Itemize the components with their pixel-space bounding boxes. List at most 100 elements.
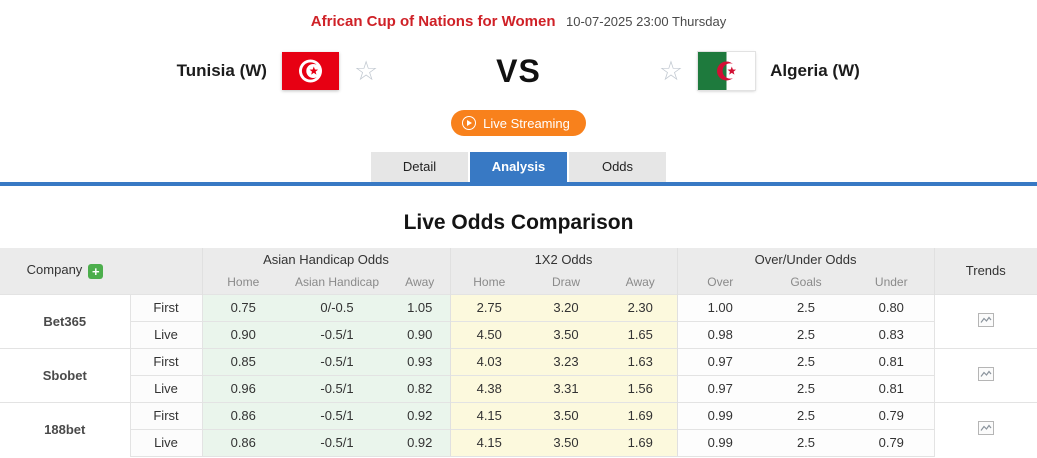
tunisia-flag-icon <box>281 52 339 90</box>
add-company-button[interactable]: + <box>88 264 104 280</box>
ah-odds-value: 0.82 <box>390 374 450 402</box>
trend-chart-icon[interactable] <box>977 420 994 435</box>
row-type-label: First <box>129 293 203 321</box>
ou-odds-value: 0.97 <box>676 347 763 375</box>
x12-home-header: Home <box>449 270 528 294</box>
league-name: African Cup of Nations for Women <box>310 13 556 30</box>
odds-row: 188bet First 0.86 -0.5/1 0.92 4.15 3.50 1.69 0.9… <box>0 401 1037 456</box>
ou-odds-value: 2.5 <box>763 428 849 457</box>
tab-odds[interactable]: Odds <box>569 152 666 182</box>
trends-column-header: Trends <box>933 248 1037 294</box>
x12-odds-value: 1.69 <box>604 428 677 457</box>
company-header-label: Company <box>26 262 83 278</box>
match-datetime: 10-07-2025 23:00 Thursday <box>565 14 727 29</box>
live-streaming-label: Live Streaming <box>483 115 570 131</box>
x12-odds-value: 4.03 <box>449 347 528 375</box>
home-team-name: Tunisia (W) <box>176 61 267 80</box>
ou-odds-value: 2.5 <box>763 293 849 321</box>
tab-underline-bar <box>0 182 1037 186</box>
row-type-label: First <box>129 347 203 375</box>
odds-row: Live 0.96 -0.5/1 0.82 4.38 3.31 1.56 0.97 2.5 0.8… <box>0 374 1037 402</box>
ou-goals-header: Goals <box>763 270 849 294</box>
x12-group-header: 1X2 Odds <box>449 248 677 270</box>
x12-odds-value: 3.23 <box>528 347 604 375</box>
section-title: Live Odds Comparison <box>403 211 634 234</box>
row-type-column-header <box>130 248 202 294</box>
odds-row: Live 0.86 -0.5/1 0.92 4.15 3.50 1.69 0.99 2.5 0.7… <box>0 428 1037 457</box>
ah-home-header: Home <box>201 270 284 294</box>
algeria-flag-icon <box>697 51 757 91</box>
home-team-block: Tunisia (W) ☆ <box>0 52 496 90</box>
ou-odds-value: 0.83 <box>849 320 935 348</box>
asian-handicap-group-header: Asian Handicap Odds <box>201 248 450 270</box>
x12-odds-value: 4.50 <box>449 320 528 348</box>
ah-odds-value: 0.86 <box>201 401 284 429</box>
live-streaming-row: Live Streaming <box>0 110 1037 136</box>
x12-odds-value: 3.50 <box>528 401 604 429</box>
x12-odds-value: 3.31 <box>528 374 604 402</box>
company-column-header: Company + <box>0 248 130 294</box>
x12-odds-value: 4.15 <box>449 428 528 457</box>
ou-odds-value: 2.5 <box>763 347 849 375</box>
ah-odds-value: -0.5/1 <box>284 320 390 348</box>
trend-chart-icon[interactable] <box>977 312 994 327</box>
ou-odds-value: 0.79 <box>849 401 935 429</box>
ah-odds-value: -0.5/1 <box>284 347 390 375</box>
x12-odds-value: 3.20 <box>528 293 604 321</box>
company-name: 188bet <box>0 401 130 456</box>
live-streaming-button[interactable]: Live Streaming <box>451 110 586 136</box>
ah-odds-value: 0.86 <box>201 428 284 457</box>
company-name: Bet365 <box>0 293 130 348</box>
match-header-line: African Cup of Nations for Women 10-07-2… <box>0 0 1037 31</box>
odds-row: Live 0.90 -0.5/1 0.90 4.50 3.50 1.65 0.98 2.5 0.8… <box>0 320 1037 348</box>
row-type-label: First <box>129 401 203 429</box>
home-favorite-star-icon[interactable]: ☆ <box>353 56 379 86</box>
ou-odds-value: 0.97 <box>676 374 763 402</box>
ou-odds-value: 0.99 <box>676 401 763 429</box>
x12-odds-value: 2.30 <box>604 293 677 321</box>
ah-odds-value: 0.92 <box>390 401 450 429</box>
x12-odds-value: 1.63 <box>604 347 677 375</box>
ou-odds-value: 0.80 <box>849 293 935 321</box>
x12-odds-value: 1.56 <box>604 374 677 402</box>
live-odds-comparison-table: Company + Asian Handicap Odds 1X2 Odds Ov… <box>0 248 1037 457</box>
away-team-block: ☆ Algeria (W) <box>541 51 1037 91</box>
ah-odds-value: -0.5/1 <box>284 374 390 402</box>
trend-chart-icon[interactable] <box>977 366 994 381</box>
ah-odds-value: 0.75 <box>201 293 284 321</box>
ah-odds-value: 0.90 <box>390 320 450 348</box>
ah-odds-value: 0.96 <box>201 374 284 402</box>
x12-odds-value: 2.75 <box>449 293 528 321</box>
ou-odds-value: 0.81 <box>849 347 935 375</box>
ah-odds-value: -0.5/1 <box>284 428 390 457</box>
play-circle-icon <box>462 116 477 130</box>
row-type-label: Live <box>129 320 203 348</box>
odds-table-body: Bet365 First 0.75 0/-0.5 1.05 2.75 3.20 2.30 1.0… <box>0 293 1037 457</box>
vs-label: VS <box>496 52 541 89</box>
trends-cell <box>934 293 1037 348</box>
ah-away-header: Away <box>390 270 450 294</box>
away-favorite-star-icon[interactable]: ☆ <box>658 56 684 86</box>
ah-odds-value: 1.05 <box>390 293 450 321</box>
row-type-label: Live <box>129 374 203 402</box>
ah-odds-value: 0/-0.5 <box>284 293 390 321</box>
ou-odds-value: 0.98 <box>676 320 763 348</box>
ah-handicap-header: Asian Handicap <box>284 270 390 294</box>
ou-odds-value: 2.5 <box>763 320 849 348</box>
ou-odds-value: 0.99 <box>676 428 763 457</box>
ou-odds-value: 2.5 <box>763 401 849 429</box>
tab-analysis[interactable]: Analysis <box>470 152 567 182</box>
odds-row: Bet365 First 0.75 0/-0.5 1.05 2.75 3.20 2.30 1.0… <box>0 293 1037 348</box>
x12-away-header: Away <box>604 270 677 294</box>
x12-odds-value: 1.65 <box>604 320 677 348</box>
company-name: Sbobet <box>0 347 130 402</box>
over-under-group-header: Over/Under Odds <box>676 248 935 270</box>
ah-odds-value: 0.92 <box>390 428 450 457</box>
tab-detail[interactable]: Detail <box>371 152 468 182</box>
ou-odds-value: 1.00 <box>676 293 763 321</box>
ou-odds-value: 0.79 <box>849 428 935 457</box>
odds-row: Sbobet First 0.85 -0.5/1 0.93 4.03 3.23 1.63 0.9… <box>0 347 1037 402</box>
tab-bar: Detail Analysis Odds <box>0 152 1037 186</box>
row-type-label: Live <box>129 428 203 457</box>
ou-under-header: Under <box>849 270 935 294</box>
